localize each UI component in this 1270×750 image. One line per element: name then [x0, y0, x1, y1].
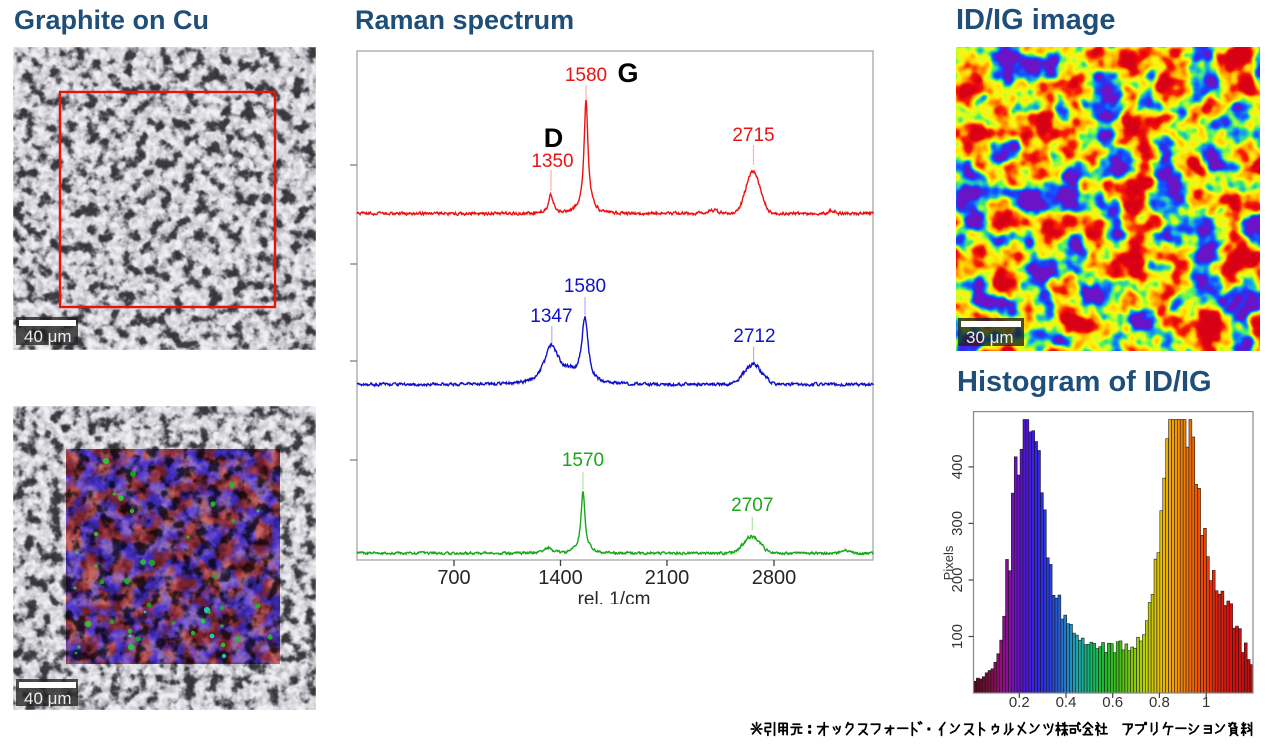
svg-text:D: D [544, 123, 564, 153]
svg-text:0.4: 0.4 [1056, 694, 1077, 711]
svg-text:0.6: 0.6 [1102, 694, 1123, 711]
svg-text:2707: 2707 [731, 495, 773, 516]
svg-text:1580: 1580 [564, 276, 606, 297]
svg-text:100: 100 [949, 624, 966, 649]
svg-text:2800: 2800 [752, 567, 797, 589]
svg-text:1350: 1350 [531, 151, 573, 172]
svg-text:rel. 1/cm: rel. 1/cm [578, 589, 651, 604]
svg-text:400: 400 [949, 454, 966, 479]
svg-text:1580: 1580 [565, 65, 607, 86]
svg-text:1347: 1347 [530, 306, 572, 327]
svg-text:1570: 1570 [562, 450, 604, 471]
svg-text:G: G [617, 58, 638, 88]
svg-text:1: 1 [1202, 694, 1210, 711]
svg-text:2715: 2715 [732, 125, 774, 146]
svg-text:0.8: 0.8 [1149, 694, 1170, 711]
svg-text:2712: 2712 [733, 326, 775, 347]
svg-text:700: 700 [437, 567, 470, 589]
svg-text:1400: 1400 [538, 567, 583, 589]
svg-text:0.2: 0.2 [1009, 694, 1030, 711]
svg-text:200: 200 [949, 567, 966, 592]
svg-text:300: 300 [949, 511, 966, 536]
svg-text:2100: 2100 [645, 567, 690, 589]
svg-text:Pixels: Pixels [941, 545, 956, 580]
